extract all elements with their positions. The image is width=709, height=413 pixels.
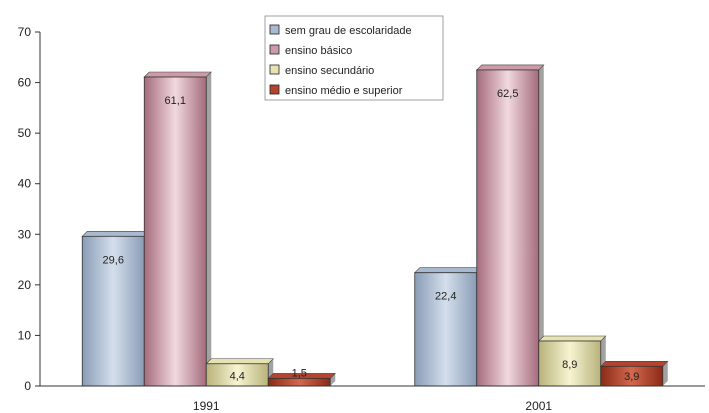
bar	[81, 235, 145, 387]
legend: sem grau de escolaridade ensino básico ens…	[264, 15, 444, 101]
y-tick-label: 10	[18, 328, 32, 342]
bar-side	[330, 373, 336, 386]
legend-swatch	[269, 24, 280, 35]
y-tick-label: 40	[18, 177, 32, 191]
x-tick-label: 1991	[193, 399, 220, 413]
y-tick-label: 50	[18, 126, 32, 140]
data-label: 61,1	[165, 95, 186, 107]
bar-side	[662, 361, 668, 386]
y-tick-label: 70	[18, 25, 32, 39]
bars: 29,6 61,1 4,4 1,5 22,4 62,5 8,9 3,9	[81, 64, 669, 387]
legend-item-label: ensino secundário	[285, 65, 374, 77]
legend-swatch	[269, 64, 280, 75]
y-tick-label: 30	[18, 227, 32, 241]
bar	[538, 340, 602, 387]
bar-top	[538, 335, 607, 342]
bar	[414, 272, 478, 387]
y-axis: 0 10 20 30 40 50 60 70	[18, 25, 41, 393]
data-label: 1,5	[292, 367, 307, 379]
y-tick-label: 20	[18, 278, 32, 292]
bar	[267, 378, 331, 387]
legend-swatch	[269, 44, 280, 55]
legend-item-label: sem grau de escolaridade	[285, 25, 412, 37]
bar-top	[143, 71, 212, 78]
data-label: 8,9	[562, 359, 577, 371]
legend-box	[264, 15, 444, 101]
legend-item-label: ensino básico	[285, 45, 352, 57]
data-label: 3,9	[624, 371, 639, 383]
y-tick-label: 60	[18, 76, 32, 90]
data-label: 4,4	[230, 370, 245, 382]
bar	[476, 69, 540, 387]
bar	[143, 76, 207, 387]
bar-top	[476, 64, 545, 71]
bar-side	[206, 72, 212, 386]
bar-top	[414, 267, 483, 274]
data-label: 29,6	[103, 254, 124, 266]
data-label: 22,4	[435, 291, 456, 303]
x-axis: 1991 2001	[40, 385, 705, 413]
data-label: 62,5	[497, 88, 518, 100]
bar-side	[538, 64, 544, 386]
x-tick-label: 2001	[525, 399, 552, 413]
legend-item-label: ensino médio e superior	[285, 85, 403, 97]
bar-top	[205, 358, 274, 365]
bar-top	[600, 360, 669, 367]
legend-swatch	[269, 84, 280, 95]
y-tick-label: 0	[24, 379, 31, 393]
bar-top	[81, 231, 150, 237]
